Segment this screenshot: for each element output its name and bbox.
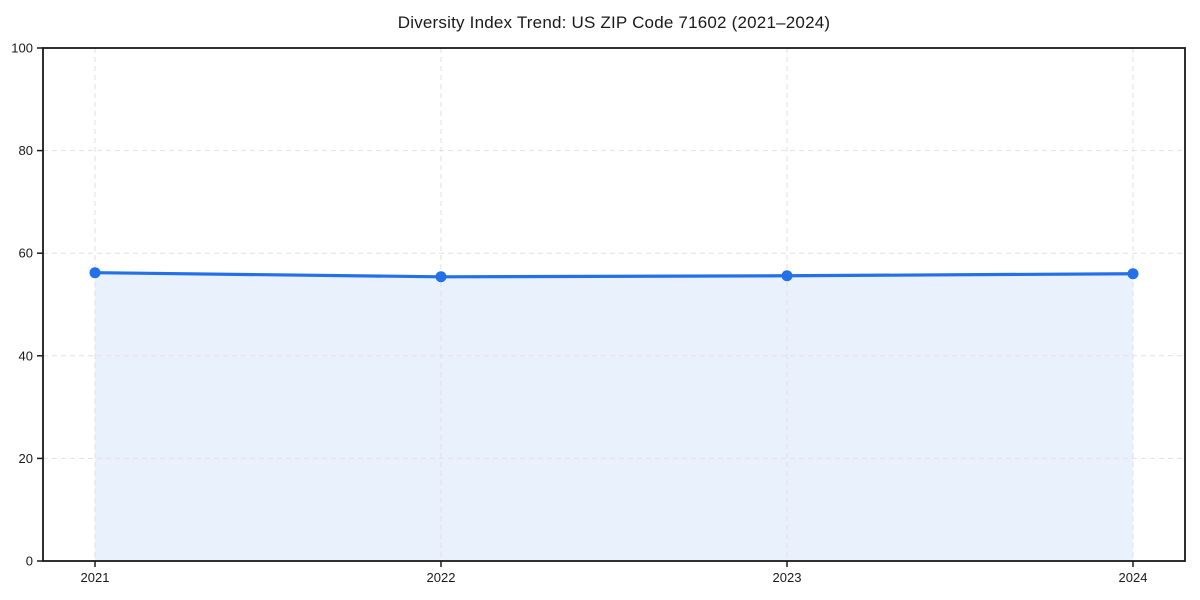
y-tick-label: 0 [26,554,33,569]
chart-title: Diversity Index Trend: US ZIP Code 71602… [397,13,831,32]
x-tick-label: 2021 [81,570,110,585]
data-point-2021 [89,267,101,279]
y-tick-label: 60 [19,246,33,261]
data-point-2024 [1127,268,1139,280]
trend-line [93,271,1135,279]
plot-border [42,47,1186,562]
y-tick-label: 100 [11,41,33,56]
y-tick-label: 40 [19,348,33,363]
x-tick-label: 2024 [1119,570,1148,585]
data-point-2022 [435,271,447,283]
y-tick-label: 20 [19,451,33,466]
data-point-2023 [781,270,793,282]
x-tick-label: 2023 [773,570,802,585]
x-tick-label: 2022 [427,570,456,585]
area-fill [95,272,1133,561]
y-tick-label: 80 [19,143,33,158]
